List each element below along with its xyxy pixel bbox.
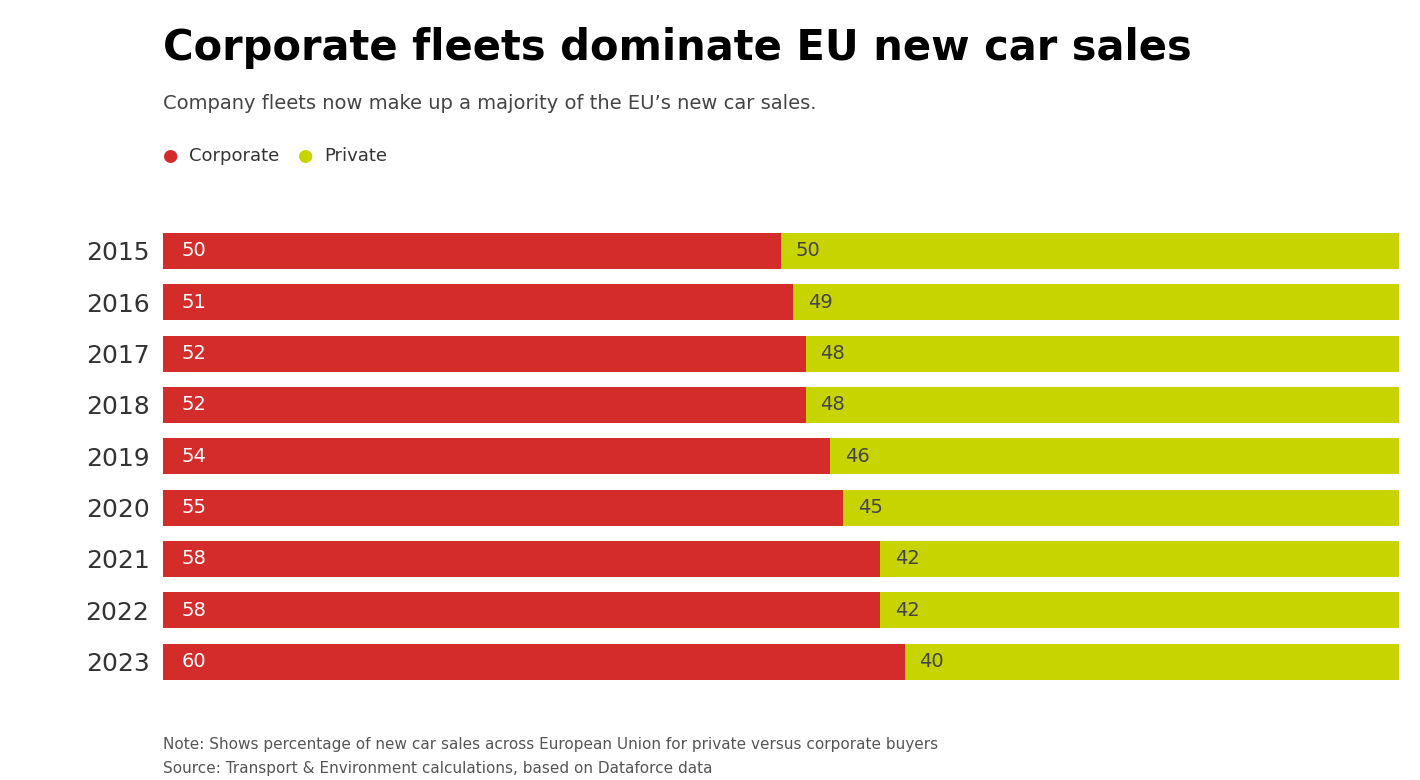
Text: 50: 50 [795, 241, 821, 261]
Bar [163, 592, 880, 629]
Text: Company fleets now make up a majority of the EU’s new car sales.: Company fleets now make up a majority of… [163, 94, 816, 112]
Bar [805, 387, 1399, 423]
Bar [163, 541, 880, 577]
Bar [163, 233, 781, 269]
Bar [880, 541, 1399, 577]
Text: 58: 58 [182, 601, 207, 620]
Text: Corporate: Corporate [189, 147, 280, 165]
Text: 46: 46 [845, 447, 870, 466]
Text: Note: Shows percentage of new car sales across European Union for private versus: Note: Shows percentage of new car sales … [163, 737, 939, 752]
Text: Corporate fleets dominate EU new car sales: Corporate fleets dominate EU new car sal… [163, 27, 1191, 69]
Bar [794, 284, 1399, 321]
Bar [163, 490, 843, 526]
Text: 58: 58 [182, 549, 207, 569]
Bar [831, 438, 1399, 474]
Text: 40: 40 [919, 652, 944, 672]
Text: 50: 50 [182, 241, 206, 261]
Text: 52: 52 [182, 344, 207, 363]
Text: 42: 42 [895, 601, 919, 620]
Bar [163, 387, 805, 423]
Text: ●: ● [298, 147, 314, 165]
Text: ●: ● [163, 147, 179, 165]
Text: Private: Private [324, 147, 386, 165]
Text: 49: 49 [808, 292, 834, 312]
Bar [163, 335, 805, 371]
Bar [163, 438, 831, 474]
Text: 45: 45 [858, 498, 882, 517]
Bar [880, 592, 1399, 629]
Text: Source: Transport & Environment calculations, based on Dataforce data: Source: Transport & Environment calculat… [163, 760, 713, 775]
Text: 55: 55 [182, 498, 207, 517]
Bar [843, 490, 1399, 526]
Bar [781, 233, 1399, 269]
Text: 48: 48 [821, 344, 845, 363]
Bar [163, 644, 905, 679]
Text: 54: 54 [182, 447, 207, 466]
Text: 52: 52 [182, 395, 207, 414]
Bar [905, 644, 1399, 679]
Text: 48: 48 [821, 395, 845, 414]
Text: 42: 42 [895, 549, 919, 569]
Bar [805, 335, 1399, 371]
Bar [163, 284, 794, 321]
Text: 51: 51 [182, 292, 207, 312]
Text: 60: 60 [182, 652, 206, 672]
